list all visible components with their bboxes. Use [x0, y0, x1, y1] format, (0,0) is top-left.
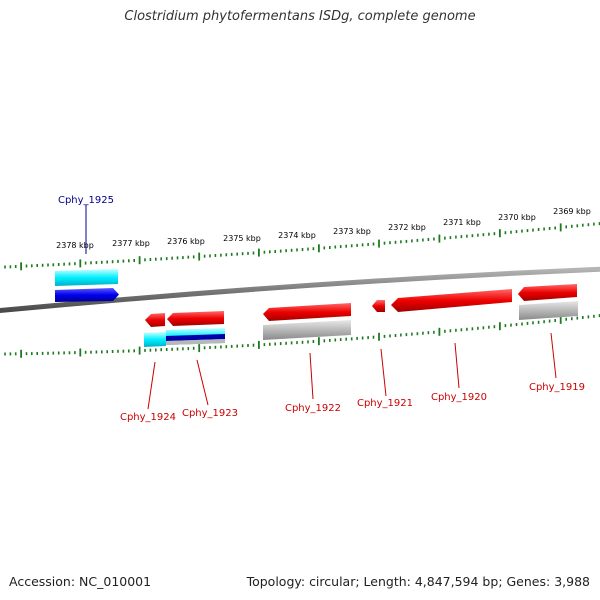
gene-leader-line	[550, 332, 557, 379]
gene-arrow-cphy-1925[interactable]	[55, 288, 119, 302]
accession-label: Accession:	[9, 574, 76, 589]
scale-label: 2371 kbp	[443, 218, 481, 227]
gene-arrow-cphy-1922[interactable]	[263, 303, 351, 321]
footer-accession: Accession: NC_010001	[9, 574, 151, 589]
length-label: Length:	[363, 574, 411, 589]
gene-label-cphy-1924[interactable]: Cphy_1924	[120, 412, 176, 423]
gene-arrow-cphy-1923[interactable]	[167, 311, 224, 326]
cds-cphy-1924[interactable]	[144, 332, 166, 347]
topology-label: Topology:	[246, 574, 306, 589]
gene-cphy-1919[interactable]: Cphy_1919	[518, 284, 585, 393]
page-title: Clostridium phytofermentans ISDg, comple…	[124, 9, 476, 24]
gene-leader-line	[309, 352, 314, 400]
gene-arrow-cphy-1920[interactable]	[391, 289, 512, 312]
cds-cphy-1923-core	[166, 334, 225, 341]
scale-tick-row-outer	[4, 222, 600, 271]
gene-arrow-cphy-1921[interactable]	[372, 300, 385, 312]
scale-labels: 2378 kbp 2377 kbp 2376 kbp 2375 kbp 2374…	[56, 207, 591, 250]
topology-value: circular	[309, 574, 356, 589]
scale-tick-row-inner	[4, 314, 600, 358]
gene-cphy-1920[interactable]: Cphy_1920	[391, 289, 512, 403]
scale-label: 2372 kbp	[388, 223, 426, 232]
gene-label-cphy-1923[interactable]: Cphy_1923	[182, 408, 238, 419]
cds-cphy-1922[interactable]	[263, 320, 351, 340]
gene-arrow-cphy-1924[interactable]	[145, 313, 165, 327]
scale-label: 2374 kbp	[278, 231, 316, 240]
cds-cphy-1919[interactable]	[519, 301, 578, 320]
genes-value: 3,988	[554, 574, 590, 589]
scale-label: 2373 kbp	[333, 227, 371, 236]
gene-cphy-1922[interactable]: Cphy_1922	[263, 303, 351, 414]
scale-label: 2378 kbp	[56, 241, 94, 250]
scale-label: 2376 kbp	[167, 237, 205, 246]
gene-leader-line	[196, 359, 209, 406]
gene-leader-line	[380, 348, 387, 397]
gene-label-cphy-1922[interactable]: Cphy_1922	[285, 403, 341, 414]
footer-genome-stats: Topology: circular; Length: 4,847,594 bp…	[246, 574, 590, 589]
gene-label-cphy-1920[interactable]: Cphy_1920	[431, 392, 487, 403]
gene-cphy-1923[interactable]: Cphy_1923	[166, 311, 238, 419]
gene-label-cphy-1925[interactable]: Cphy_1925	[58, 195, 114, 206]
gene-leader-line	[147, 361, 156, 410]
genes-label: Genes:	[506, 574, 551, 589]
scale-label: 2375 kbp	[223, 234, 261, 243]
gene-cphy-1921[interactable]: Cphy_1921	[357, 300, 413, 409]
gene-label-cphy-1921[interactable]: Cphy_1921	[357, 398, 413, 409]
cds-cphy-1923-shadow	[166, 339, 225, 345]
length-value: 4,847,594 bp	[414, 574, 499, 589]
accession-value: NC_010001	[79, 574, 152, 589]
scale-label: 2369 kbp	[553, 207, 591, 216]
gene-label-cphy-1919[interactable]: Cphy_1919	[529, 382, 585, 393]
gene-cphy-1924[interactable]: Cphy_1924	[120, 313, 176, 423]
gene-leader-line	[454, 342, 460, 389]
cds-cphy-1925[interactable]	[55, 269, 118, 286]
gene-cphy-1925[interactable]: Cphy_1925	[55, 195, 119, 302]
genome-backbone	[0, 266, 600, 314]
scale-label: 2370 kbp	[498, 213, 536, 222]
scale-label: 2377 kbp	[112, 239, 150, 248]
gene-arrow-cphy-1919[interactable]	[518, 284, 577, 301]
